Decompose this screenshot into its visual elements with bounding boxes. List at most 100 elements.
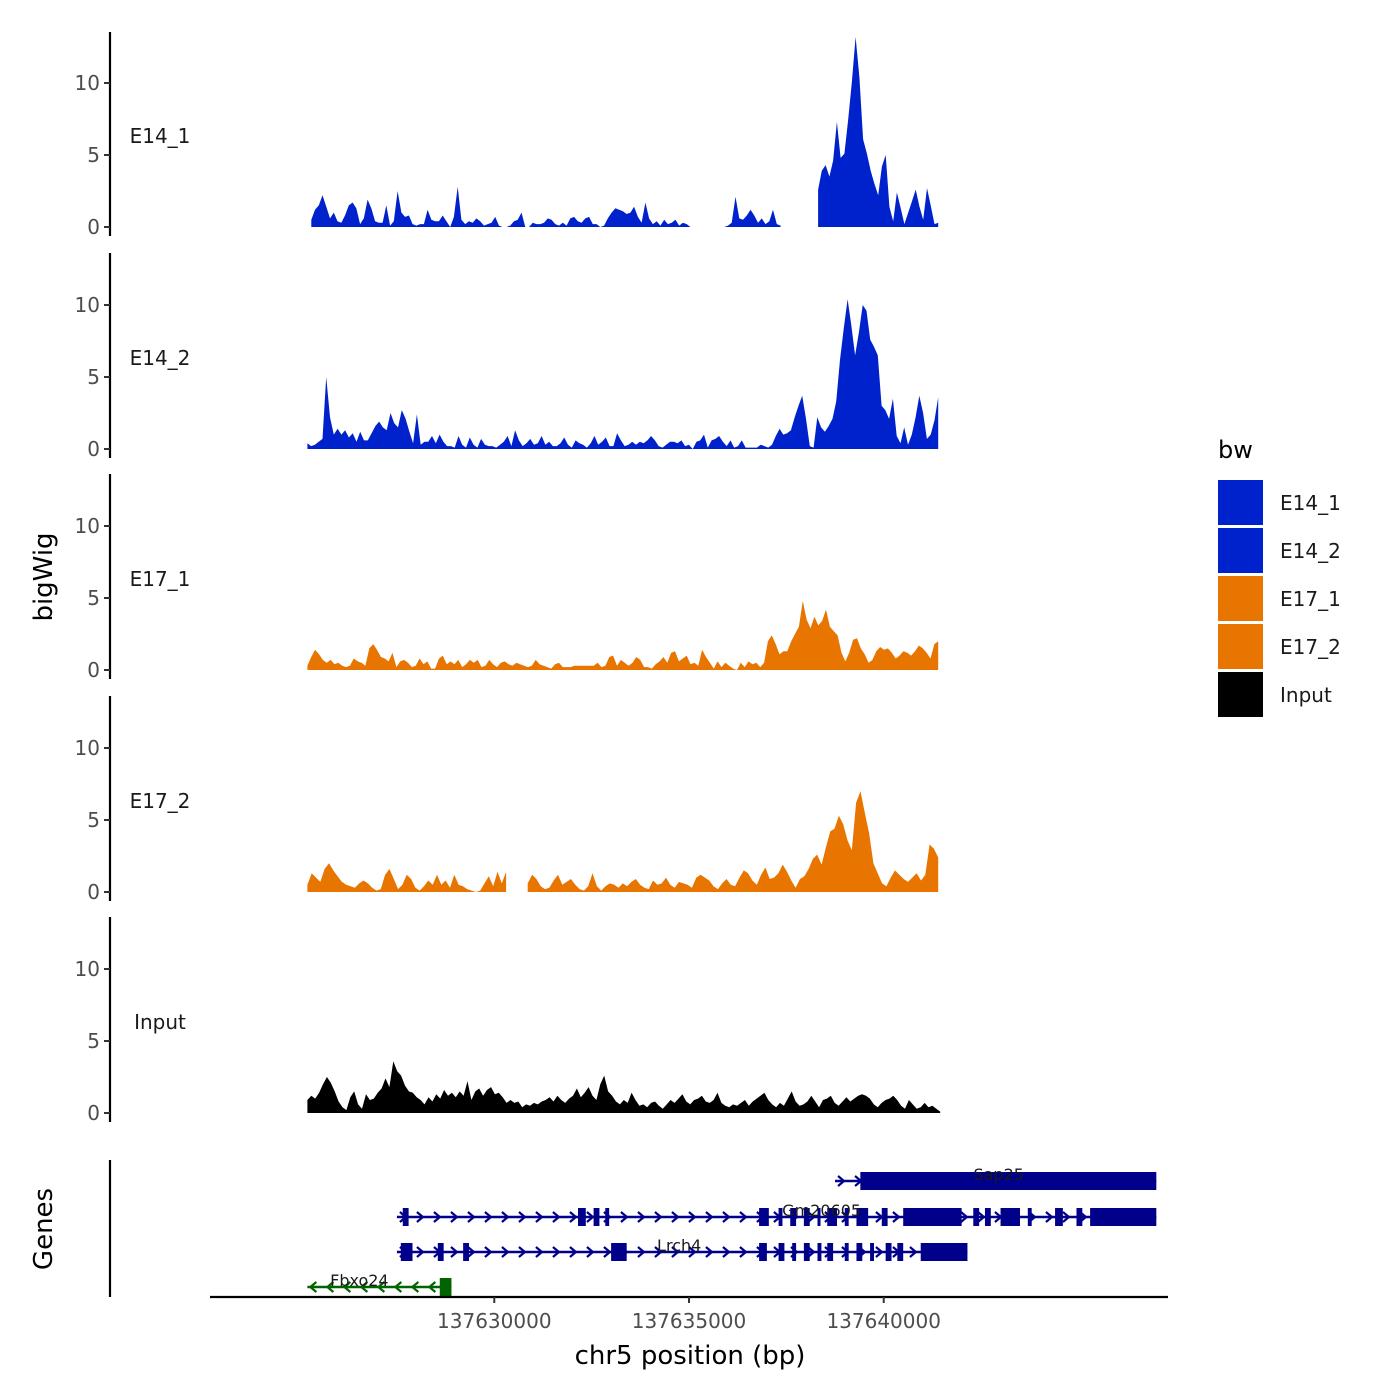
strand-arrow	[671, 1211, 680, 1223]
track-label: E17_1	[130, 567, 191, 591]
gene-exon	[1076, 1208, 1083, 1226]
gene-exon	[1055, 1208, 1063, 1226]
legend-swatch	[1218, 624, 1263, 669]
legend-swatch	[1218, 480, 1263, 525]
gene-exon	[803, 1208, 810, 1226]
legend-label: Input	[1280, 683, 1332, 707]
strand-arrow	[807, 1211, 816, 1223]
y-tick-label: 0	[87, 1101, 100, 1125]
strand-arrow	[308, 1281, 318, 1293]
coverage-area	[307, 600, 939, 670]
strand-arrow	[416, 1211, 425, 1223]
strand-arrow	[620, 1211, 629, 1223]
gene-exon	[759, 1243, 767, 1261]
gene-exon	[578, 1208, 586, 1226]
strand-arrow	[909, 1246, 918, 1258]
strand-arrow	[518, 1211, 527, 1223]
strand-arrow	[1045, 1211, 1054, 1223]
strand-arrow	[875, 1246, 884, 1258]
strand-arrow	[569, 1246, 578, 1258]
strand-arrow	[807, 1246, 816, 1258]
strand-arrow	[739, 1246, 748, 1258]
legend-label: E17_2	[1280, 635, 1341, 659]
gene-exon	[856, 1208, 869, 1226]
gene-exon	[792, 1243, 797, 1261]
y-tick-label: 0	[87, 880, 100, 904]
legend-swatch	[1218, 672, 1263, 717]
y-tick-label: 0	[87, 658, 100, 682]
gene-exon	[402, 1208, 409, 1226]
strand-arrow	[977, 1211, 986, 1223]
strand-arrow	[671, 1246, 680, 1258]
gene-Sap25: Sap25	[835, 1165, 1157, 1190]
x-axis: 137630000 137635000 137640000	[210, 1295, 1168, 1333]
strand-arrow	[427, 1281, 437, 1293]
strand-arrow	[325, 1281, 335, 1293]
strand-arrow	[739, 1211, 748, 1223]
strand-arrow	[552, 1211, 561, 1223]
strand-arrow	[552, 1246, 561, 1258]
strand-arrow	[722, 1246, 731, 1258]
gene-exon	[400, 1243, 413, 1261]
gene-exon	[844, 1208, 849, 1226]
strand-arrow	[637, 1211, 646, 1223]
strand-arrow	[342, 1281, 352, 1293]
genes-layer: Sap25 Gm20605 Lrch4 Fbxo24	[108, 1160, 1157, 1297]
gene-exon	[803, 1243, 810, 1261]
strand-arrow	[837, 1175, 846, 1187]
gene-exon	[439, 1278, 452, 1296]
track-E14_2: 0 5 10 E14_2	[75, 253, 939, 461]
strand-arrow	[501, 1211, 510, 1223]
legend-title: bw	[1218, 436, 1253, 464]
coverage-area	[527, 791, 939, 892]
gene-exon	[870, 1243, 874, 1261]
gene-label: Fbxo24	[330, 1271, 388, 1290]
gene-exon	[844, 1243, 849, 1261]
strand-arrow	[450, 1211, 459, 1223]
gene-exon	[827, 1208, 837, 1226]
strand-arrow	[705, 1246, 714, 1258]
track-label: Input	[134, 1010, 186, 1034]
gene-Gm20605: Gm20605	[396, 1201, 1157, 1226]
strand-arrow	[1062, 1211, 1071, 1223]
legend-swatch	[1218, 576, 1263, 621]
gene-exon	[920, 1243, 968, 1261]
y-tick-label: 5	[87, 365, 100, 389]
y-tick-label: 10	[75, 736, 100, 760]
gene-exon	[1027, 1208, 1032, 1226]
gene-exon	[593, 1208, 600, 1226]
strand-arrow	[637, 1246, 646, 1258]
gene-exon	[778, 1208, 783, 1226]
gene-exon	[984, 1208, 991, 1226]
strand-arrow	[393, 1281, 403, 1293]
genes-axis-title: Genes	[29, 1188, 59, 1270]
strand-arrow	[654, 1211, 663, 1223]
x-axis-title: chr5 position (bp)	[575, 1341, 806, 1371]
y-tick-label: 10	[75, 293, 100, 317]
gene-exon	[790, 1208, 797, 1226]
gene-exon	[817, 1243, 822, 1261]
y-tick-label: 10	[75, 514, 100, 538]
gene-exon	[973, 1208, 980, 1226]
y-tick-label: 5	[87, 1029, 100, 1053]
coverage-area	[311, 186, 781, 227]
y-tick-label: 10	[75, 71, 100, 95]
coverage-area	[307, 863, 507, 892]
strand-arrow	[433, 1211, 442, 1223]
gene-exon	[611, 1243, 627, 1261]
strand-arrow	[892, 1211, 901, 1223]
legend-label: E17_1	[1280, 587, 1341, 611]
coverage-area	[307, 299, 939, 449]
strand-arrow	[654, 1246, 663, 1258]
gene-exon	[1000, 1208, 1021, 1226]
y-tick-label: 10	[75, 957, 100, 981]
gene-label: Gm20605	[782, 1201, 861, 1220]
gene-exon	[437, 1243, 444, 1261]
gene-exon	[827, 1243, 834, 1261]
strand-arrow	[569, 1211, 578, 1223]
track-E17_1: 0 5 10 E17_1	[75, 474, 939, 682]
y-tick-label: 5	[87, 808, 100, 832]
strand-arrow	[603, 1246, 612, 1258]
x-tick-label: 137640000	[826, 1309, 941, 1333]
gene-label: Lrch4	[657, 1236, 701, 1255]
